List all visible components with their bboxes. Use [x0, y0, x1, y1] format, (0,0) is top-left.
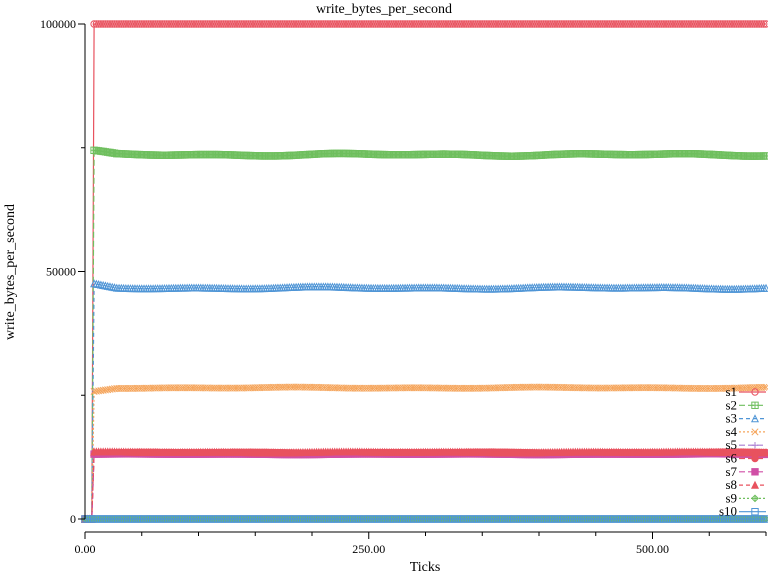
- y-tick-label: 50000: [46, 265, 76, 279]
- series-s3: [80, 279, 768, 523]
- legend-marker: [751, 454, 759, 463]
- data-point: [762, 152, 768, 160]
- y-axis-label: write_bytes_per_second: [3, 204, 18, 340]
- legend-entry: s8: [725, 477, 766, 492]
- data-point: [760, 20, 768, 28]
- legend-marker: [751, 388, 759, 396]
- legend-entry: s2: [725, 397, 766, 412]
- data-point: [762, 515, 768, 523]
- series-s2: [81, 146, 768, 523]
- y-ticks: 0 50000 100000: [40, 17, 85, 526]
- data-point: [760, 383, 768, 391]
- series-line: [85, 452, 766, 520]
- legend-label: s4: [725, 424, 737, 439]
- y-tick-label: 0: [70, 512, 76, 526]
- series-s10: [81, 515, 768, 523]
- series-s6: [81, 448, 768, 523]
- legend-label: s2: [725, 397, 737, 412]
- legend-label: s7: [725, 464, 737, 479]
- legend-entry: s10: [719, 504, 766, 519]
- series-s7: [81, 450, 768, 523]
- series-line: [85, 451, 767, 520]
- legend-entry: s4: [725, 424, 766, 439]
- series-line: [85, 23, 766, 520]
- series-markers: [81, 450, 768, 523]
- legend-marker: [751, 508, 759, 516]
- legend-label: s3: [725, 411, 737, 426]
- legend-marker: [750, 480, 760, 489]
- x-tick-label: 250.00: [352, 542, 385, 556]
- series-markers: [81, 448, 768, 523]
- legend-entry: s7: [725, 464, 766, 479]
- legend-label: s10: [719, 504, 737, 519]
- series-markers: [81, 20, 768, 523]
- data-point: [762, 20, 768, 28]
- legend-label: s6: [725, 451, 737, 466]
- series-s8: [80, 447, 768, 523]
- series-line: [85, 453, 766, 520]
- legend-entry: s3: [725, 411, 766, 426]
- legend-entry: s1: [725, 384, 766, 399]
- series-line: [85, 451, 766, 520]
- series-line: [85, 282, 767, 520]
- legend-entry: s6: [725, 451, 766, 466]
- x-axis-label: Ticks: [410, 560, 441, 575]
- series-layer: [80, 20, 768, 523]
- legend-label: s8: [725, 477, 737, 492]
- axes: 0 50000 100000 0.00 250.00 500.00: [40, 17, 767, 556]
- x-tick-label: 0.00: [75, 542, 96, 556]
- data-point: [757, 20, 766, 28]
- series-s4: [81, 383, 768, 523]
- legend-marker: [751, 468, 759, 476]
- legend-marker: [751, 442, 759, 449]
- series-markers: [81, 146, 768, 523]
- series-markers: [81, 515, 768, 523]
- legend-label: s1: [725, 384, 737, 399]
- series-markers: [80, 447, 768, 523]
- x-ticks: 0.00 250.00 500.00: [75, 532, 767, 556]
- legend-entry: s5: [725, 437, 766, 452]
- legend-marker: [750, 414, 760, 423]
- chart-title: write_bytes_per_second: [316, 2, 452, 17]
- series-s1: [81, 20, 768, 523]
- series-markers: [81, 449, 768, 523]
- series-markers: [81, 383, 768, 523]
- legend-marker: [751, 428, 759, 436]
- series-markers: [80, 279, 768, 523]
- y-tick-label: 100000: [40, 17, 76, 31]
- series-line: [85, 149, 767, 520]
- legend-label: s5: [725, 437, 737, 452]
- legend-marker: [751, 494, 759, 503]
- legend-entry: s9: [725, 490, 766, 505]
- x-tick-label: 500.00: [636, 542, 669, 556]
- series-s5: [81, 449, 768, 523]
- legend-marker: [751, 401, 759, 409]
- legend-label: s9: [725, 490, 737, 505]
- data-point: [762, 383, 768, 391]
